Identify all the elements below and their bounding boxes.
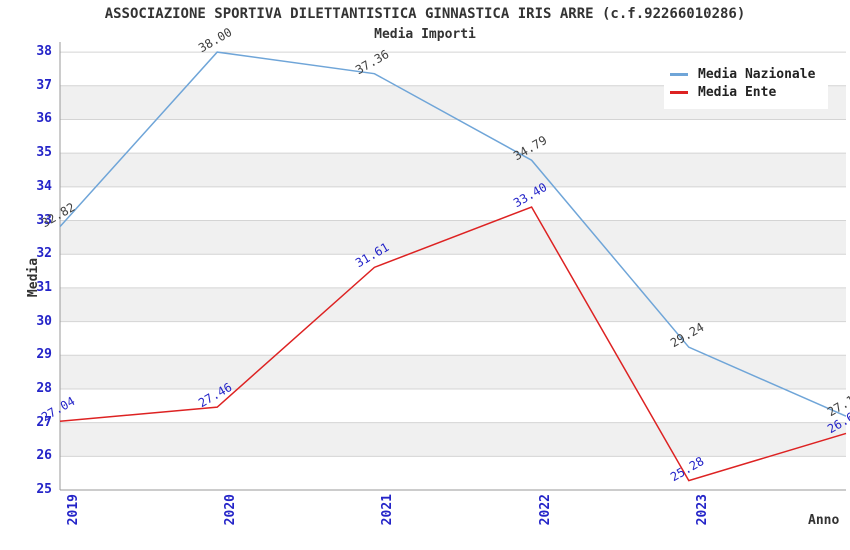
y-tick-label: 28 (36, 380, 52, 396)
y-tick-label: 38 (36, 44, 52, 60)
legend-label: Media Ente (698, 85, 777, 100)
y-tick-label: 34 (36, 178, 52, 194)
legend-label: Media Nazionale (698, 67, 816, 82)
grid-band (60, 287, 846, 322)
legend-swatch-media-nazionale-icon (670, 73, 688, 76)
x-tick-label: 2019 (66, 494, 81, 526)
y-tick-label: 30 (36, 313, 52, 329)
y-tick-label: 33 (36, 212, 52, 228)
y-tick-label: 27 (36, 414, 52, 430)
x-tick-label: 2023 (694, 494, 710, 526)
chart-subtitle: Media Importi (374, 27, 476, 42)
grid-band (60, 355, 846, 389)
legend-item-media-ente: Media Ente (670, 85, 820, 100)
legend: Media Nazionale Media Ente (664, 58, 828, 109)
y-tick-label: 37 (36, 77, 52, 93)
legend-item-media-nazionale: Media Nazionale (670, 67, 820, 82)
grid-band (60, 422, 846, 457)
series-line-media-ente (59, 206, 847, 482)
x-axis-title: Anno (808, 513, 840, 528)
chart-title: ASSOCIAZIONE SPORTIVA DILETTANTISTICA GI… (104, 6, 746, 22)
y-tick-label: 29 (36, 347, 52, 363)
y-tick-label: 32 (36, 246, 52, 262)
x-tick-label: 2022 (537, 494, 553, 526)
y-axis-title: Media (26, 257, 42, 298)
legend-swatch-media-ente-icon (670, 91, 688, 94)
grid-band (60, 153, 846, 187)
y-tick-label: 31 (36, 279, 52, 295)
y-tick-label: 35 (36, 145, 52, 161)
y-tick-label: 25 (36, 482, 52, 497)
x-tick-label: 2021 (380, 494, 396, 526)
series-line-media-nazionale (59, 51, 847, 417)
x-tick-label: 2020 (223, 494, 239, 526)
y-tick-label: 26 (36, 448, 52, 464)
y-tick-label: 36 (36, 111, 52, 127)
